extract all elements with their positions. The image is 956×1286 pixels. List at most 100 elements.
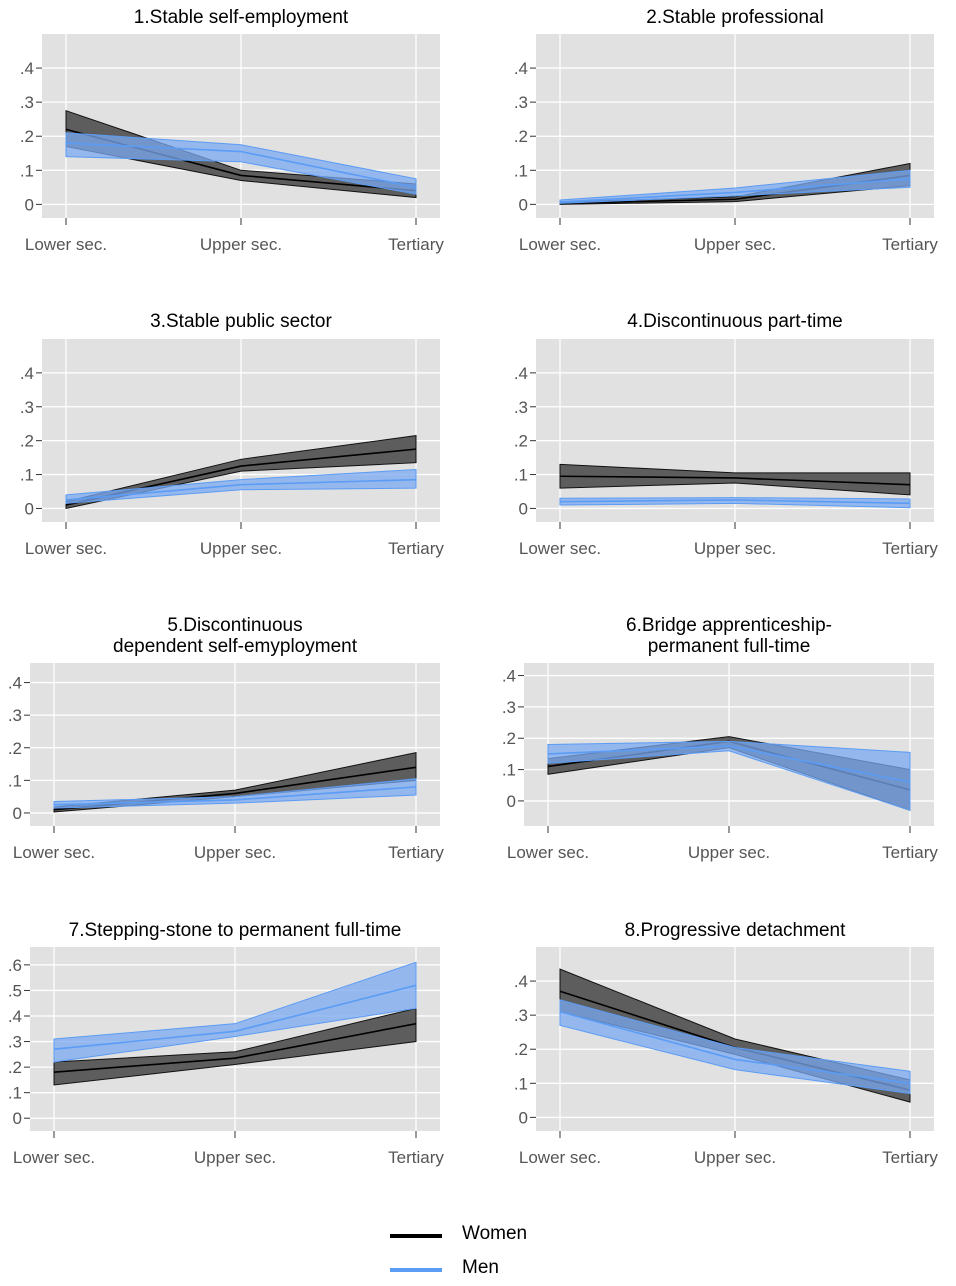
x-tick-label: Lower sec. [519, 1148, 601, 1167]
y-tick-label: .1 [514, 161, 528, 180]
legend-item-men: Men [390, 1256, 610, 1286]
series-line-men [53, 786, 417, 806]
x-tick-label: Lower sec. [519, 539, 601, 558]
panel-title-line: 2.Stable professional [646, 7, 824, 28]
legend-label-women: Women [462, 1223, 528, 1244]
panel-title-line: permanent full-time [647, 636, 811, 657]
x-tick-label: Lower sec. [507, 843, 589, 862]
y-tick-label: .4 [514, 972, 528, 991]
panel-title: 1.Stable self-employment [22, 7, 460, 28]
y-tick-label: .5 [8, 981, 22, 1000]
y-tick-label: 0 [25, 499, 34, 518]
legend: Women Men [390, 1222, 610, 1284]
panel-title: 3.Stable public sector [22, 311, 460, 332]
x-tick-label: Upper sec. [194, 843, 276, 862]
ci-band-men [559, 999, 911, 1095]
y-tick-label: 0 [519, 195, 528, 214]
y-tick-label: .6 [8, 956, 22, 975]
x-tick-label: Upper sec. [194, 1148, 276, 1167]
y-tick-label: 0 [13, 804, 22, 823]
y-tick-label: .3 [514, 398, 528, 417]
x-tick-label: Lower sec. [25, 539, 107, 558]
y-tick-label: .3 [502, 698, 516, 717]
y-tick-label: .2 [514, 127, 528, 146]
y-tick-label: .2 [514, 1040, 528, 1059]
y-tick-label: .3 [8, 706, 22, 725]
y-tick-label: 0 [25, 195, 34, 214]
series-line-men [53, 984, 417, 1051]
x-tick-label: Tertiary [388, 539, 444, 558]
ci-band-men [53, 778, 417, 809]
x-tick-label: Lower sec. [13, 843, 95, 862]
panel-title-line: 4.Discontinuous part-time [627, 311, 843, 332]
ci-band-women [559, 463, 911, 496]
panel-title: 8.Progressive detachment [516, 920, 954, 941]
y-tick-label: .3 [20, 398, 34, 417]
panel-title-line: 1.Stable self-employment [133, 7, 349, 28]
panel-title-line: 6.Bridge apprenticeship- [626, 615, 832, 636]
series-line-men [559, 178, 911, 203]
series-line-men [65, 478, 417, 501]
y-tick-label: .1 [502, 761, 516, 780]
legend-item-women: Women [390, 1222, 610, 1252]
panel-title-line: 7.Stepping-stone to permanent full-time [68, 920, 402, 941]
y-tick-label: .4 [514, 59, 528, 78]
y-tick-label: .4 [8, 674, 22, 693]
x-tick-label: Lower sec. [25, 235, 107, 254]
panel-title-line: 3.Stable public sector [150, 311, 332, 332]
x-tick-label: Tertiary [882, 1148, 938, 1167]
panel-title: 7.Stepping-stone to permanent full-time [10, 920, 460, 941]
y-tick-label: 0 [519, 1108, 528, 1127]
x-tick-label: Upper sec. [688, 843, 770, 862]
y-tick-label: .1 [20, 161, 34, 180]
ci-band-women [65, 435, 417, 510]
y-tick-label: .2 [514, 432, 528, 451]
y-tick-label: .4 [8, 1007, 22, 1026]
y-tick-label: 0 [507, 792, 516, 811]
y-tick-label: .2 [20, 127, 34, 146]
ci-band-men [65, 468, 417, 504]
panel-title: 5.Discontinuous dependent self-emyploymen… [10, 615, 460, 657]
ci-band-men [559, 169, 911, 204]
panel-title-line: 8.Progressive detachment [624, 920, 846, 941]
x-tick-label: Tertiary [388, 843, 444, 862]
y-tick-label: .3 [514, 93, 528, 112]
x-tick-label: Tertiary [882, 539, 938, 558]
y-tick-label: .4 [20, 364, 34, 383]
ci-band-men [65, 132, 417, 195]
legend-label-men: Men [462, 1257, 499, 1278]
series-line-men [559, 1010, 911, 1085]
y-tick-label: .2 [8, 739, 22, 758]
series-line-women [53, 1022, 417, 1074]
y-tick-label: .3 [20, 93, 34, 112]
y-tick-label: .1 [514, 1074, 528, 1093]
y-tick-label: .2 [502, 729, 516, 748]
series-line-women [559, 475, 911, 486]
x-tick-label: Upper sec. [694, 539, 776, 558]
panel-title: 6.Bridge apprenticeship-permanent full-t… [504, 615, 954, 657]
y-tick-label: .1 [8, 1084, 22, 1103]
x-tick-label: Tertiary [882, 843, 938, 862]
x-tick-label: Upper sec. [200, 235, 282, 254]
legend-swatch-men [390, 1268, 442, 1272]
panel-title: 2.Stable professional [516, 7, 954, 28]
series-line-men [559, 499, 911, 505]
y-tick-label: .4 [514, 364, 528, 383]
y-tick-label: .2 [8, 1058, 22, 1077]
ci-band-men [53, 961, 417, 1063]
series-line-men [547, 745, 911, 783]
y-tick-label: .3 [514, 1006, 528, 1025]
x-tick-label: Lower sec. [13, 1148, 95, 1167]
y-tick-label: .1 [8, 771, 22, 790]
y-tick-label: .1 [20, 466, 34, 485]
x-tick-label: Upper sec. [200, 539, 282, 558]
panel-title-line: dependent self-emyployment [113, 636, 357, 657]
y-tick-label: .4 [20, 59, 34, 78]
